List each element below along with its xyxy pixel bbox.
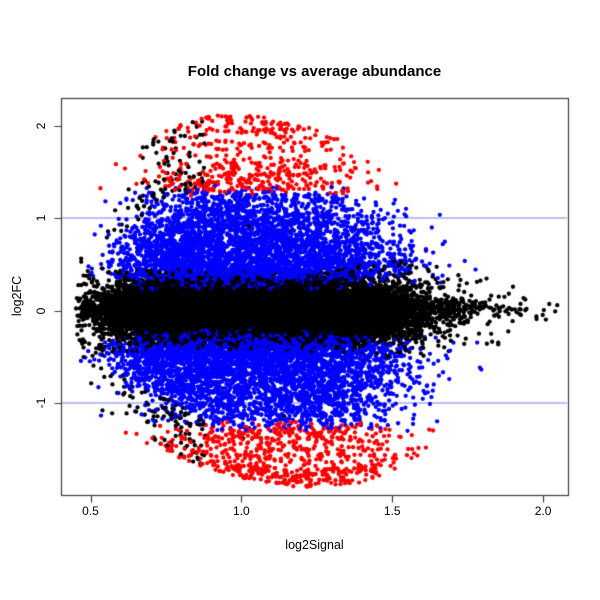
x-tick-label-1.5: 1.5 (383, 504, 401, 518)
y-axis-label: log2FC (10, 275, 24, 317)
y-tick-label-1: 1 (34, 214, 48, 222)
x-tick-label-2.0: 2.0 (534, 504, 552, 518)
y-tick-label--1: -1 (34, 397, 48, 409)
x-tick-label-0.5: 0.5 (82, 504, 99, 518)
y-tick-label-2: 2 (34, 122, 48, 129)
x-tick-label-1.0: 1.0 (233, 504, 250, 518)
x-axis-label: log2Signal (285, 538, 344, 552)
y-tick-label-0: 0 (34, 307, 48, 314)
chart-title: Fold change vs average abundance (187, 63, 442, 80)
